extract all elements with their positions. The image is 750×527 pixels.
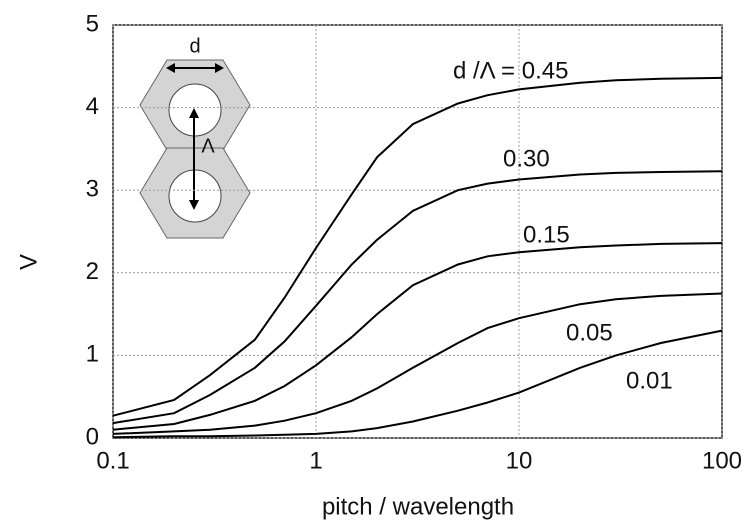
series-label: 0.01 bbox=[626, 367, 673, 394]
arrow-head bbox=[215, 63, 224, 73]
y-tick-label: 5 bbox=[86, 10, 99, 37]
x-axis-label: pitch / wavelength bbox=[322, 493, 514, 520]
inset-diagram: d Λ bbox=[139, 35, 251, 239]
series-label: 0.30 bbox=[503, 145, 550, 172]
arrow-head bbox=[189, 200, 199, 210]
y-tick-label: 3 bbox=[86, 176, 99, 203]
line-series bbox=[112, 170, 723, 425]
series-label: 0.15 bbox=[523, 221, 570, 248]
line-series bbox=[112, 242, 723, 431]
y-tick-label: 0 bbox=[86, 423, 99, 450]
x-tick-label: 10 bbox=[506, 447, 533, 474]
x-tick-label: 0.1 bbox=[96, 447, 129, 474]
y-tick-label: 2 bbox=[86, 258, 99, 285]
annotation: Λ bbox=[201, 135, 215, 157]
series-label: 0.05 bbox=[566, 319, 613, 346]
x-tick-label: 100 bbox=[702, 447, 742, 474]
y-axis-label: V bbox=[15, 254, 42, 270]
y-tick-label: 4 bbox=[86, 93, 99, 120]
x-tick-label: 1 bbox=[309, 447, 322, 474]
line-series bbox=[112, 292, 723, 435]
arrow-head bbox=[166, 63, 175, 73]
series-label: d /Λ = 0.45 bbox=[453, 57, 568, 84]
y-tick-label: 1 bbox=[86, 341, 99, 368]
line-series bbox=[112, 329, 723, 439]
line-series bbox=[112, 76, 723, 417]
arrow-head bbox=[189, 108, 199, 118]
annotation: d bbox=[189, 35, 200, 57]
